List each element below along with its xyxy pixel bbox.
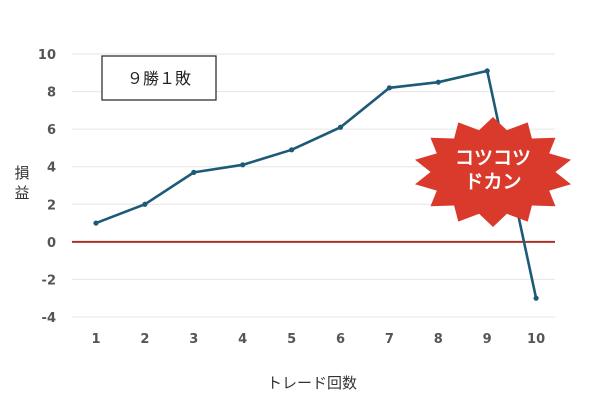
x-tick-label: 10	[527, 332, 545, 347]
y-tick-label: 2	[47, 198, 56, 213]
series-line	[95, 69, 538, 299]
data-point	[289, 147, 295, 153]
data-point	[240, 162, 246, 168]
burst-callout-shape	[415, 117, 571, 227]
y-tick-label: 10	[38, 48, 56, 63]
y-axis-label: 損益	[14, 164, 29, 202]
y-tick-label: 0	[47, 236, 56, 251]
record-annotation-text: ９勝１敗	[127, 69, 191, 88]
y-axis-ticks: -4 -2 0 2 4 6 8 10	[38, 48, 56, 326]
y-tick-label: -4	[42, 311, 56, 326]
x-tick-label: 5	[287, 332, 296, 347]
data-point	[142, 201, 148, 207]
x-tick-label: 3	[189, 332, 198, 347]
y-tick-label: -2	[42, 273, 56, 288]
data-point	[435, 79, 441, 85]
burst-callout-line2: ドカン	[464, 171, 521, 193]
burst-callout-line1: コツコツ	[455, 147, 531, 169]
y-tick-label: 8	[47, 86, 56, 101]
data-point	[533, 295, 539, 301]
x-tick-label: 7	[385, 332, 394, 347]
x-tick-label: 9	[483, 332, 492, 347]
data-point	[191, 169, 197, 175]
data-point	[93, 220, 99, 226]
x-tick-label: 8	[434, 332, 443, 347]
x-tick-label: 6	[336, 332, 345, 347]
data-point	[484, 68, 490, 74]
data-points	[93, 68, 539, 301]
x-tick-label: 4	[238, 332, 247, 347]
x-tick-label: 1	[91, 332, 100, 347]
x-tick-label: 2	[140, 332, 149, 347]
y-tick-label: 4	[47, 161, 56, 176]
data-point	[337, 124, 344, 130]
y-tick-label: 6	[47, 123, 56, 138]
record-annotation-box	[101, 55, 217, 101]
x-axis-ticks: 1 2 3 4 5 6 7 8 9 10	[91, 332, 545, 347]
x-axis-label: トレード回数	[267, 374, 357, 392]
data-point	[386, 85, 392, 91]
